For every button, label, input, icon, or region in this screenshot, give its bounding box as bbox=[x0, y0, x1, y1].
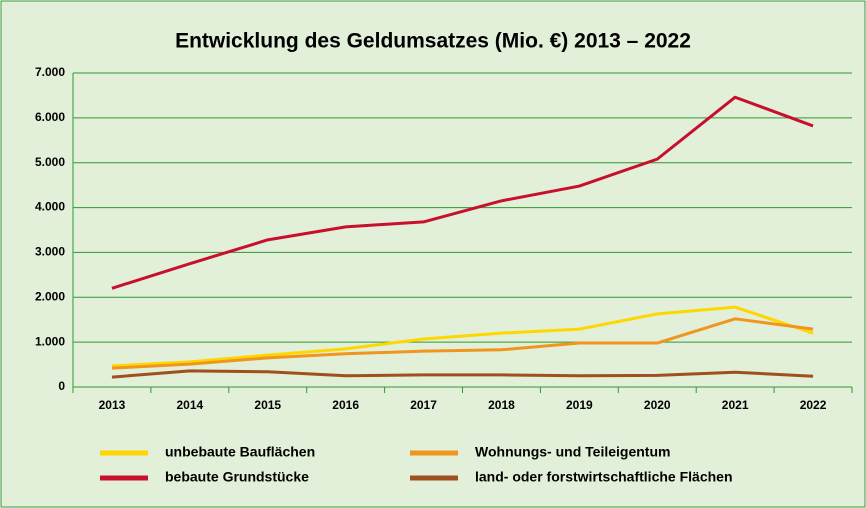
y-tick-label: 3.000 bbox=[35, 245, 65, 259]
legend-label: unbebaute Bauflächen bbox=[165, 444, 315, 460]
y-tick-label: 2.000 bbox=[35, 289, 65, 303]
y-tick-label: 7.000 bbox=[35, 65, 65, 79]
x-tick-label: 2017 bbox=[410, 398, 437, 412]
chart-title: Entwicklung des Geldumsatzes (Mio. €) 20… bbox=[175, 30, 691, 53]
legend-label: Wohnungs- und Teileigentum bbox=[475, 444, 670, 460]
series-line bbox=[111, 369, 814, 379]
x-tick-label: 2019 bbox=[566, 398, 593, 412]
x-tick-label: 2015 bbox=[254, 398, 281, 412]
series-line bbox=[111, 317, 814, 370]
x-tick-label: 2020 bbox=[644, 398, 671, 412]
y-tick-label: 0 bbox=[58, 379, 65, 393]
x-tick-label: 2016 bbox=[332, 398, 359, 412]
y-tick-label: 6.000 bbox=[35, 110, 65, 124]
x-tick-label: 2014 bbox=[176, 398, 203, 412]
series-line bbox=[111, 95, 814, 290]
y-tick-label: 5.000 bbox=[35, 155, 65, 169]
x-tick-label: 2022 bbox=[800, 398, 827, 412]
x-tick-label: 2018 bbox=[488, 398, 515, 412]
y-tick-label: 4.000 bbox=[35, 200, 65, 214]
x-tick-label: 2013 bbox=[99, 398, 126, 412]
legend-label: land- oder forstwirtschaftliche Flächen bbox=[475, 469, 733, 485]
x-tick-label: 2021 bbox=[722, 398, 749, 412]
y-tick-label: 1.000 bbox=[35, 334, 65, 348]
legend-label: bebaute Grundstücke bbox=[165, 469, 309, 485]
series-line bbox=[111, 305, 814, 368]
